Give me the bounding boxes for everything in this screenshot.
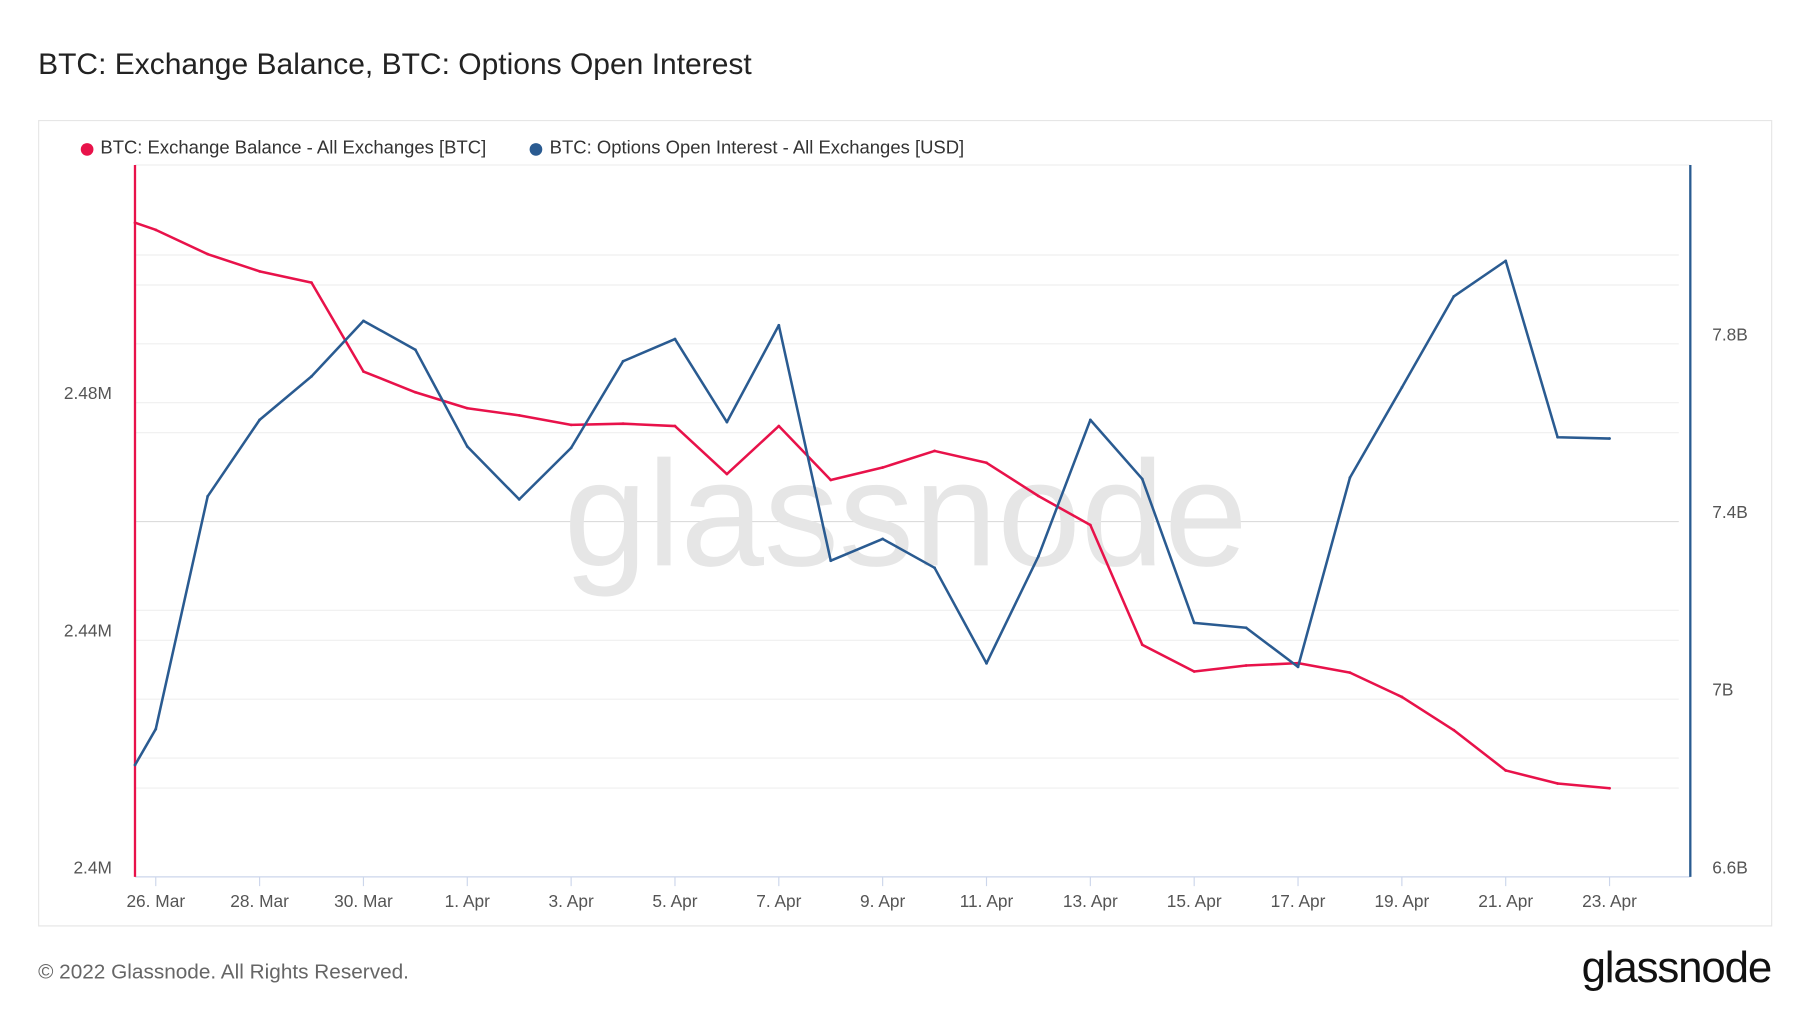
page-title: BTC: Exchange Balance, BTC: Options Open…: [38, 46, 752, 81]
options-open-interest-point: [1608, 437, 1611, 440]
exchange-balance-point: [1348, 671, 1352, 675]
right-axis-tick-label: 7B: [1712, 680, 1733, 700]
chart-frame: [38, 119, 1773, 927]
exchange-balance-point: [621, 422, 625, 426]
glassnode-logo: glassnode: [1581, 943, 1773, 993]
x-axis-tick-label: 5. Apr: [652, 891, 697, 911]
exchange-balance-point: [725, 472, 729, 476]
options-open-interest-point: [1037, 554, 1040, 558]
exchange-balance-point: [465, 406, 469, 410]
exchange-balance-point: [362, 370, 365, 373]
exchange-balance-point: [154, 228, 158, 232]
x-axis-tick-label: 9. Apr: [860, 891, 905, 911]
exchange-balance-point: [1608, 786, 1611, 790]
legend-label: BTC: Options Open Interest - All Exchang…: [549, 138, 965, 159]
legend-dot-blue-icon: [530, 142, 543, 156]
x-axis-tick-label: 17. Apr: [1271, 891, 1326, 911]
exchange-balance-point: [517, 413, 521, 417]
right-axis-tick-label: 7.4B: [1712, 502, 1748, 522]
x-axis-tick-label: 30. Mar: [334, 891, 393, 911]
options-open-interest-point: [777, 323, 781, 327]
exchange-balance-point: [1244, 664, 1248, 667]
x-axis-tick-label: 21. Apr: [1478, 891, 1533, 911]
options-open-interest-point: [1192, 621, 1196, 625]
exchange-balance-point: [133, 221, 137, 225]
options-open-interest-point: [362, 319, 365, 323]
exchange-balance-point: [933, 449, 936, 453]
options-open-interest-point: [1088, 418, 1092, 422]
options-open-interest-point: [1244, 626, 1248, 630]
exchange-balance-point: [777, 424, 781, 428]
x-axis-tick-label: 7. Apr: [756, 891, 801, 911]
x-axis-tick-label: 1. Apr: [445, 891, 490, 911]
options-open-interest-point: [933, 566, 936, 570]
options-open-interest-point: [621, 359, 625, 363]
exchange-balance-point: [569, 423, 573, 427]
options-open-interest-point: [258, 418, 261, 422]
exchange-balance-line: [134, 221, 1610, 790]
x-axis-tick-label: 15. Apr: [1167, 891, 1222, 911]
options-open-interest-point: [1140, 477, 1144, 481]
options-open-interest-point: [569, 446, 573, 450]
legend: BTC: Exchange Balance - All Exchanges [B…: [80, 138, 964, 159]
options-open-interest-point: [133, 763, 137, 767]
exchange-balance-point: [310, 281, 313, 284]
options-open-interest-point: [829, 559, 833, 563]
options-open-interest-point: [465, 445, 469, 448]
x-axis-tick-label: 26. Mar: [126, 891, 185, 911]
left-axis-tick-label: 2.44M: [64, 620, 112, 640]
exchange-balance-point: [413, 390, 417, 394]
legend-item-exchange-balance[interactable]: BTC: Exchange Balance - All Exchanges [B…: [80, 138, 487, 159]
exchange-balance-point: [1452, 728, 1456, 732]
exchange-balance-point: [258, 269, 261, 273]
options-open-interest-point: [154, 727, 158, 731]
exchange-balance-point: [985, 461, 988, 465]
legend-dot-red-icon: [80, 142, 94, 156]
options-open-interest-point: [1296, 665, 1300, 669]
options-open-interest-point: [1556, 435, 1560, 439]
exchange-balance-point: [881, 466, 885, 469]
options-open-interest-point: [985, 661, 988, 665]
exchange-balance-point: [1400, 695, 1404, 699]
right-axis-tick-label: 6.6B: [1712, 857, 1748, 877]
exchange-balance-point: [206, 252, 210, 256]
exchange-balance-point: [1088, 523, 1092, 527]
exchange-balance-point: [1504, 769, 1508, 772]
options-open-interest-point: [413, 348, 417, 352]
legend-item-options-open-interest[interactable]: BTC: Options Open Interest - All Exchang…: [530, 138, 964, 159]
exchange-balance-point: [1037, 494, 1040, 498]
options-open-interest-point: [1504, 259, 1508, 263]
options-open-interest-line: [133, 259, 1610, 766]
options-open-interest-point: [881, 537, 885, 541]
options-open-interest-point: [673, 337, 677, 341]
exchange-balance-point: [1556, 782, 1560, 785]
options-open-interest-point: [206, 494, 210, 498]
options-open-interest-point: [1348, 476, 1352, 480]
options-open-interest-point: [310, 374, 313, 378]
options-open-interest-point: [1400, 386, 1404, 389]
x-axis-tick-label: 19. Apr: [1374, 891, 1429, 911]
exchange-balance-point: [673, 424, 677, 428]
copyright: © 2022 Glassnode. All Rights Reserved.: [38, 959, 409, 984]
exchange-balance-point: [829, 478, 833, 482]
watermark: glassnode: [564, 429, 1248, 597]
x-axis-tick-label: 13. Apr: [1063, 891, 1118, 911]
left-axis-tick-label: 2.48M: [64, 383, 112, 403]
options-open-interest-point: [1452, 295, 1456, 298]
x-axis-tick-label: 28. Mar: [230, 891, 289, 911]
right-axis-tick-label: 7.8B: [1712, 324, 1748, 344]
left-axis-tick-label: 2.4M: [73, 857, 111, 877]
legend-label: BTC: Exchange Balance - All Exchanges [B…: [100, 138, 487, 159]
options-open-interest-point: [725, 420, 729, 424]
exchange-balance-point: [1192, 670, 1196, 673]
x-axis-tick-label: 23. Apr: [1582, 891, 1637, 911]
options-open-interest-point: [517, 498, 521, 501]
exchange-balance-point: [1140, 643, 1144, 647]
x-axis-tick-label: 3. Apr: [549, 891, 594, 911]
x-axis-tick-label: 11. Apr: [960, 891, 1014, 911]
